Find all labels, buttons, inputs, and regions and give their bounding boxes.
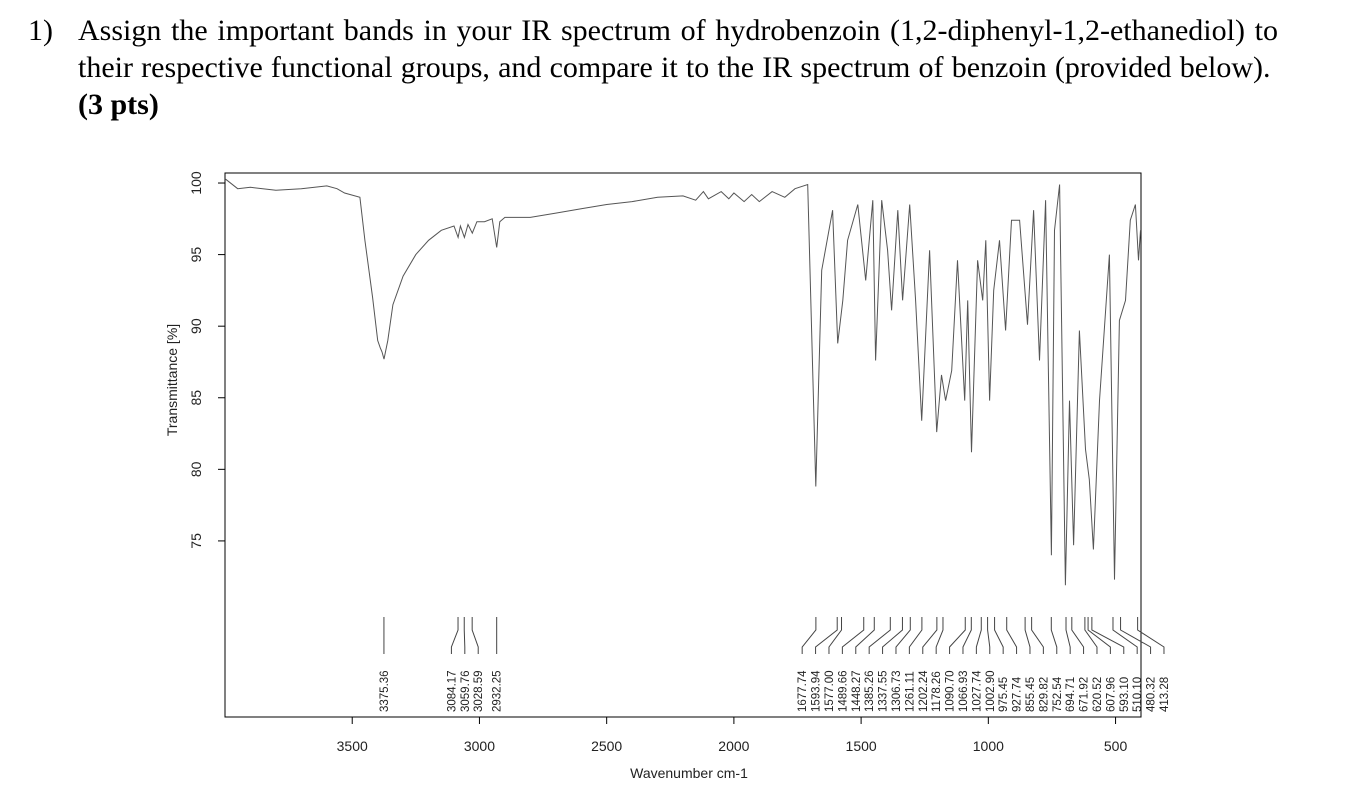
peak-leader xyxy=(1112,617,1138,654)
peak-leader xyxy=(1087,617,1111,654)
peak-label: 3059.76 xyxy=(460,670,472,712)
y-tick-label: 100 xyxy=(188,171,204,195)
x-tick-label: 3000 xyxy=(464,738,495,754)
x-axis-label: Wavenumber cm-1 xyxy=(630,765,748,781)
y-tick-label: 90 xyxy=(188,318,204,334)
peak-label: 1066.93 xyxy=(958,670,970,712)
peak-label: 480.32 xyxy=(1146,677,1158,712)
peak-label: 607.96 xyxy=(1105,677,1117,712)
peak-label: 620.52 xyxy=(1092,677,1104,712)
peak-label: 3028.59 xyxy=(473,670,485,712)
peak-label: 3375.36 xyxy=(379,670,391,712)
peak-label: 1306.73 xyxy=(891,670,903,712)
peak-label: 1577.00 xyxy=(824,670,836,712)
question-points: (3 pts) xyxy=(78,88,159,121)
peak-label: 510.10 xyxy=(1132,677,1144,712)
question-text: Assign the important bands in your IR sp… xyxy=(78,14,1278,84)
peak-label: 1593.94 xyxy=(811,670,823,712)
peak-leader xyxy=(962,617,972,654)
peak-leader xyxy=(841,617,865,654)
peak-label: 1202.24 xyxy=(918,670,930,712)
peak-leader xyxy=(1031,617,1044,654)
peak-leader xyxy=(471,617,479,654)
peak-leader xyxy=(922,617,938,654)
peak-leader xyxy=(463,617,466,654)
peak-leader xyxy=(935,617,944,654)
peak-leader xyxy=(882,617,903,654)
question-number: 1) xyxy=(28,14,53,47)
peak-leader xyxy=(1050,617,1058,654)
y-tick-label: 75 xyxy=(188,533,204,549)
peak-leader xyxy=(949,617,966,654)
peak-label: 975.45 xyxy=(998,677,1010,712)
question-body: Assign the important bands in your IR sp… xyxy=(78,12,1278,123)
y-tick-label: 80 xyxy=(188,461,204,477)
y-tick-label: 95 xyxy=(188,247,204,263)
peak-leader xyxy=(975,617,982,654)
peak-label: 829.82 xyxy=(1038,677,1050,712)
peak-label: 855.45 xyxy=(1025,677,1037,712)
peak-leader xyxy=(1137,617,1165,654)
peak-leader xyxy=(994,617,1004,654)
peak-label: 1448.27 xyxy=(851,670,863,712)
peak-label: 1027.74 xyxy=(971,670,983,712)
peak-leader xyxy=(801,617,817,654)
peak-label: 1002.90 xyxy=(985,670,997,712)
peak-leader xyxy=(908,617,923,654)
peak-label: 1090.70 xyxy=(945,670,957,712)
peak-leader xyxy=(1024,617,1031,654)
peak-leader xyxy=(895,617,911,654)
peak-label: 2932.25 xyxy=(492,670,504,712)
peak-label: 413.28 xyxy=(1159,677,1171,712)
peak-label: 593.10 xyxy=(1119,677,1131,712)
peak-leader xyxy=(828,617,843,654)
peak-label: 671.92 xyxy=(1079,677,1091,712)
peak-leader xyxy=(987,617,991,654)
spectrum-line xyxy=(224,178,1141,586)
peak-label: 694.71 xyxy=(1065,677,1077,712)
x-tick-label: 2000 xyxy=(718,738,749,754)
peak-leader xyxy=(450,617,459,654)
x-tick-label: 500 xyxy=(1104,738,1128,754)
peak-leader xyxy=(1084,617,1098,654)
peak-label: 1677.74 xyxy=(797,670,809,712)
y-axis-label: Transmittance [%] xyxy=(164,324,180,436)
peak-leader xyxy=(868,617,891,654)
peak-leader xyxy=(1065,617,1071,654)
peak-leader xyxy=(1120,617,1152,654)
y-tick-label: 85 xyxy=(188,390,204,406)
peak-label: 752.54 xyxy=(1052,676,1064,712)
peak-label: 1261.11 xyxy=(904,671,916,712)
plot-frame xyxy=(224,172,1142,718)
peak-label: 1178.26 xyxy=(931,671,943,712)
question: 1) Assign the important bands in your IR… xyxy=(28,12,1278,123)
x-tick-label: 3500 xyxy=(337,738,368,754)
peak-leader xyxy=(815,617,838,654)
peak-label: 1385.26 xyxy=(864,670,876,712)
peak-label: 927.74 xyxy=(1012,676,1024,712)
peak-label: 1337.55 xyxy=(878,670,890,712)
x-tick-label: 1000 xyxy=(973,738,1004,754)
peak-label: 3084.17 xyxy=(446,670,458,712)
peak-leader xyxy=(1091,617,1125,654)
peak-leader xyxy=(1006,617,1018,654)
peak-label: 1489.66 xyxy=(837,670,849,712)
peak-leader xyxy=(1071,617,1085,654)
x-tick-label: 1500 xyxy=(846,738,877,754)
peak-leader xyxy=(855,617,875,654)
x-tick-label: 2500 xyxy=(591,738,622,754)
